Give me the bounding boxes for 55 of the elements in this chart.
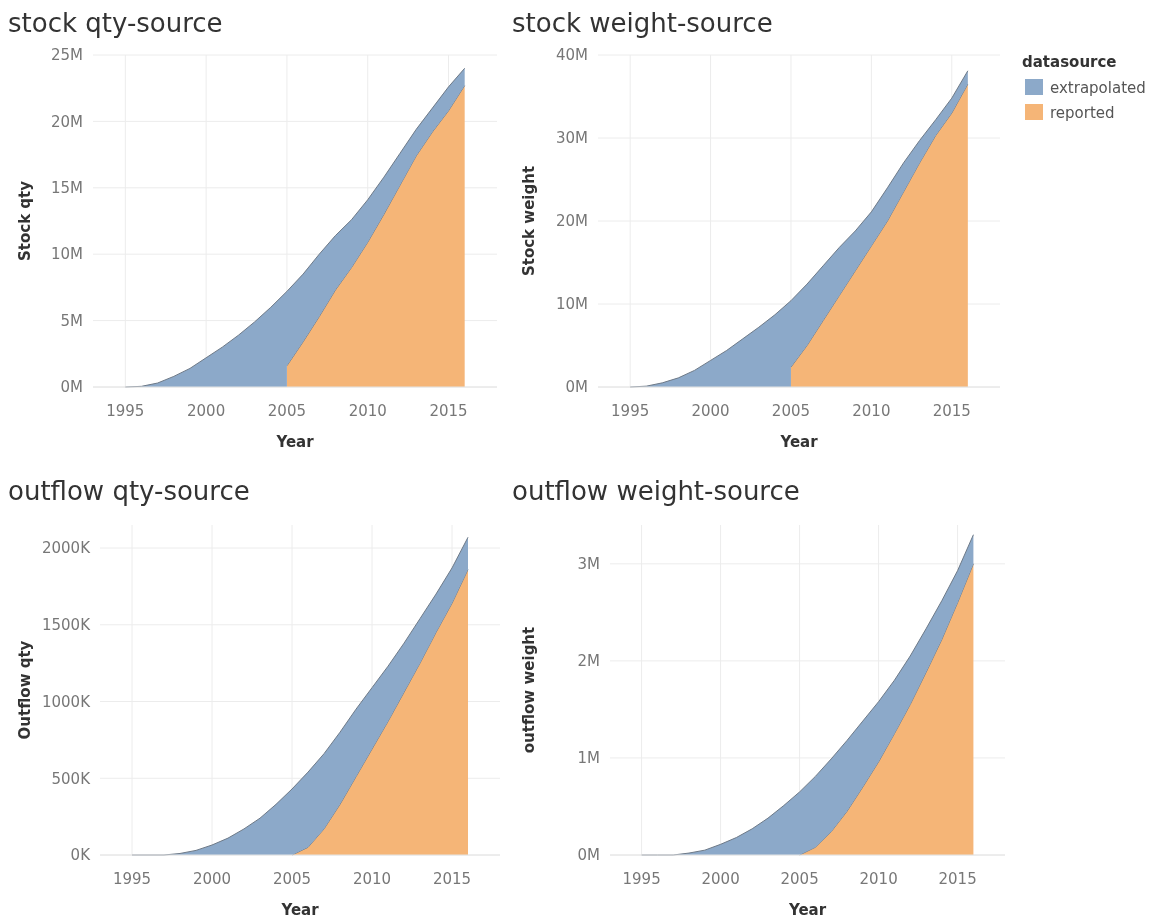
x-tick-label: 1995: [611, 402, 650, 420]
y-tick-label: 0M: [565, 378, 588, 397]
x-tick-label: 2005: [771, 402, 811, 420]
y-tick-label: 25M: [50, 46, 83, 65]
x-tick-label: 2010: [352, 870, 392, 888]
x-tick-label: 2000: [701, 870, 740, 888]
x-tick-label: 2000: [187, 402, 226, 420]
y-tick-label: 0M: [60, 378, 83, 397]
y-tick-label: 20M: [50, 112, 83, 131]
y-tick-label: 500K: [51, 769, 92, 788]
chart-title: stock qty-source: [8, 8, 223, 38]
x-tick-label: 2015: [932, 402, 971, 420]
y-tick-label: 2000K: [41, 539, 92, 558]
y-tick-label: 30M: [555, 129, 588, 148]
x-tick-label: 2000: [691, 402, 730, 420]
x-tick-label: 1995: [112, 870, 152, 888]
legend-label: extrapolated: [1050, 79, 1146, 97]
y-tick-label: 20M: [555, 212, 588, 231]
x-tick-label: 1995: [106, 402, 145, 420]
y-tick-label: 40M: [555, 46, 588, 65]
x-tick-label: 2000: [192, 870, 232, 888]
x-tick-label: 2015: [432, 870, 472, 888]
y-tick-label: 3M: [577, 555, 600, 574]
x-tick-label: 2010: [859, 870, 898, 888]
x-tick-label: 2010: [348, 402, 387, 420]
x-axis-title: Year: [275, 433, 315, 451]
x-tick-label: 2010: [852, 402, 891, 420]
y-tick-label: 2M: [577, 652, 600, 671]
y-axis-title: Stock weight: [520, 165, 538, 277]
x-axis-title: Year: [280, 901, 320, 919]
y-tick-label: 0K: [70, 846, 92, 865]
chart-title: stock weight-source: [512, 8, 773, 38]
x-axis-title: Year: [779, 433, 819, 451]
y-tick-label: 1M: [577, 749, 600, 768]
y-tick-label: 0M: [577, 846, 600, 865]
y-tick-label: 15M: [50, 179, 83, 198]
y-axis-title: outflow weight: [520, 626, 538, 754]
x-tick-label: 2005: [272, 870, 312, 888]
y-tick-label: 1500K: [41, 616, 92, 635]
x-tick-label: 2015: [938, 870, 977, 888]
y-tick-label: 5M: [60, 311, 83, 330]
x-tick-label: 2005: [780, 870, 819, 888]
legend-label: reported: [1050, 104, 1115, 122]
chart-title: outflow weight-source: [512, 476, 800, 506]
x-tick-label: 1995: [622, 870, 661, 888]
y-tick-label: 10M: [555, 295, 588, 314]
y-tick-label: 1000K: [41, 692, 92, 711]
x-tick-label: 2005: [267, 402, 307, 420]
y-axis-title: Outflow qty: [16, 640, 34, 740]
y-tick-label: 10M: [50, 245, 83, 264]
x-axis-title: Year: [787, 901, 827, 919]
legend-title: datasource: [1022, 53, 1117, 71]
x-tick-label: 2015: [429, 402, 468, 420]
y-axis-title: Stock qty: [16, 180, 34, 262]
chart-title: outflow qty-source: [8, 476, 250, 506]
